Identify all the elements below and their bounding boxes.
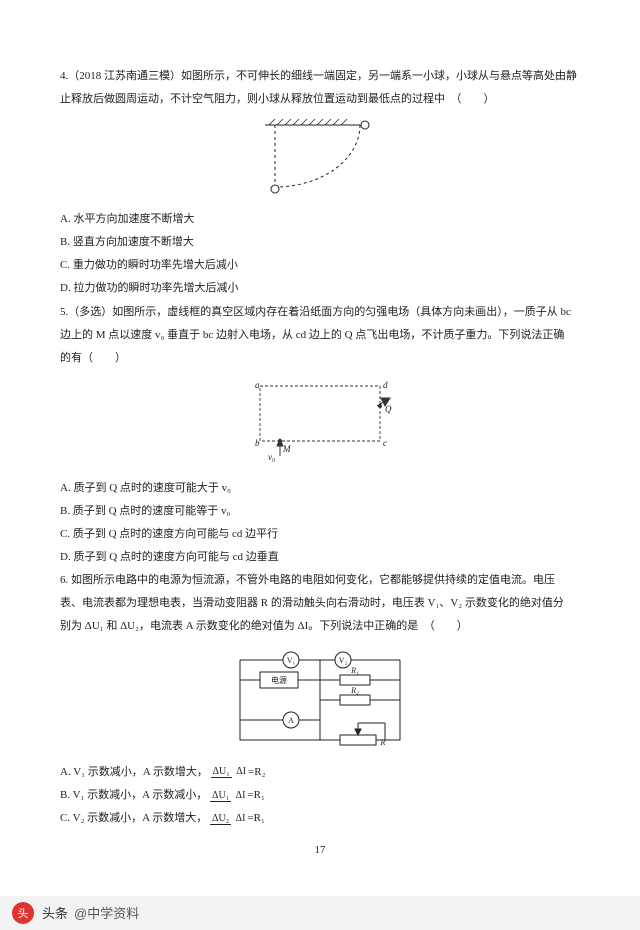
q4-option-a: A. 水平方向加速度不断增大 <box>60 208 580 231</box>
q6-stem-line2: 表、电流表都为理想电表，当滑动变阻器 R 的滑动触头向右滑动时，电压表 V₁、V… <box>60 592 580 615</box>
q5-options: A. 质子到 Q 点时的速度可能大于 v₀ B. 质子到 Q 点时的速度可能等于… <box>60 477 580 569</box>
r2-label: R₂ <box>350 686 359 695</box>
q4-stem-line1: 4.（2018 江苏南通三模）如图所示，不可伸长的细线一端固定，另一端系一小球，… <box>60 65 580 88</box>
q4-options: A. 水平方向加速度不断增大 B. 竖直方向加速度不断增大 C. 重力做功的瞬时… <box>60 208 580 300</box>
footer-bar: 头 头条 @中学资料 <box>0 896 640 930</box>
q4-option-c: C. 重力做功的瞬时功率先增大后减小 <box>60 254 580 277</box>
meter-v2: V₂ <box>339 656 348 665</box>
label-d: d <box>383 380 388 390</box>
brand-name: 头条 <box>42 903 68 922</box>
q6-b-text: B. V₁ 示数减小，A 示数减小， <box>60 784 207 807</box>
label-Q: Q <box>385 404 392 414</box>
fraction-a: ΔU₁ ΔI <box>211 766 248 777</box>
q5-stem-line2: 边上的 M 点以速度 v₀ 垂直于 bc 边射入电场，从 cd 边上的 Q 点飞… <box>60 324 580 347</box>
q4-figure <box>60 117 580 202</box>
q6-option-a: A. V₁ 示数减小，A 示数增大， ΔU₁ ΔI =R₂ <box>60 761 580 784</box>
q6-options: A. V₁ 示数减小，A 示数增大， ΔU₁ ΔI =R₂ B. V₁ 示数减小… <box>60 761 580 830</box>
q5-option-b: B. 质子到 Q 点时的速度可能等于 v₀ <box>60 500 580 523</box>
q4-option-d: D. 拉力做功的瞬时功率先增大后减小 <box>60 277 580 300</box>
q6-stem-line3: 别为 ΔU₁ 和 ΔU₂，电流表 A 示数变化的绝对值为 ΔI。下列说法中正确的… <box>60 615 580 638</box>
q5-stem-line3: 的有（ ） <box>60 347 580 370</box>
q5-option-c: C. 质子到 Q 点时的速度方向可能与 cd 边平行 <box>60 523 580 546</box>
label-c: c <box>383 438 387 448</box>
r1-label: R₁ <box>350 666 359 675</box>
q5-option-d: D. 质子到 Q 点时的速度方向可能与 cd 边垂直 <box>60 546 580 569</box>
r-label: R <box>380 738 386 747</box>
q5-stem-line1: 5.（多选）如图所示，虚线框的真空区域内存在着沿纸面方向的匀强电场（具体方向未画… <box>60 301 580 324</box>
q6-c-text: C. V₂ 示数减小，A 示数增大， <box>60 807 207 830</box>
q6-a-text: A. V₁ 示数减小，A 示数增大， <box>60 761 208 784</box>
label-v0: v₀ <box>268 452 275 462</box>
label-a: a <box>255 380 260 390</box>
q5-option-a: A. 质子到 Q 点时的速度可能大于 v₀ <box>60 477 580 500</box>
q4-stem-line2: 止释放后做圆周运动，不计空气阻力，则小球从释放位置运动到最低点的过程中 （ ） <box>60 88 580 111</box>
fraction-c: ΔU₂ ΔI <box>210 813 247 824</box>
meter-a: A <box>288 716 294 725</box>
q5-figure: a d b c M v₀ Q <box>60 376 580 471</box>
q6-stem-line1: 6. 如图所示电路中的电源为恒流源，不管外电路的电阻如何变化，它都能够提供持续的… <box>60 569 580 592</box>
document-page: 4.（2018 江苏南通三模）如图所示，不可伸长的细线一端固定，另一端系一小球，… <box>0 0 640 896</box>
q6-option-c: C. V₂ 示数减小，A 示数增大， ΔU₂ ΔI =R₁ <box>60 807 580 830</box>
source-label: 电源 <box>271 675 287 685</box>
page-number: 17 <box>60 844 580 856</box>
meter-v1: V₁ <box>287 656 296 665</box>
q6-option-b: B. V₁ 示数减小，A 示数减小， ΔU₁ ΔI =R₁ <box>60 784 580 807</box>
label-M: M <box>282 444 291 454</box>
fraction-b: ΔU₁ ΔI <box>210 790 247 801</box>
q6-figure: V₁ V₂ 电源 R₁ R₂ A R <box>60 645 580 755</box>
label-b: b <box>255 438 260 448</box>
brand-logo: 头 <box>12 902 34 924</box>
footer-at: @中学资料 <box>74 903 139 922</box>
q4-option-b: B. 竖直方向加速度不断增大 <box>60 231 580 254</box>
